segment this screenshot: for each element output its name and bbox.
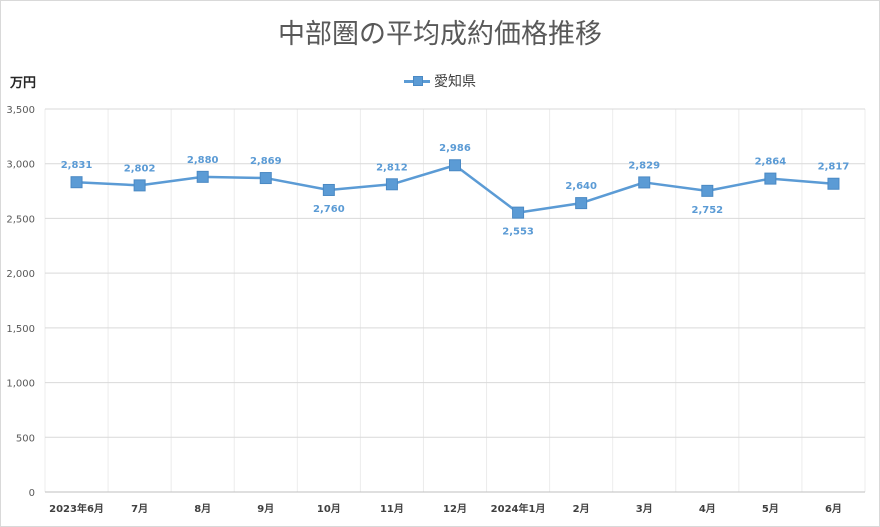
x-tick-label: 9月 [257, 503, 274, 515]
data-point [449, 159, 461, 172]
data-point [259, 172, 272, 185]
legend: 愛知県 [404, 71, 476, 91]
y-tick-label: 1,000 [6, 379, 35, 390]
x-tick-label: 12月 [443, 503, 467, 515]
y-tick-label: 3,000 [6, 160, 35, 171]
data-point [638, 176, 651, 189]
x-tick-label: 2月 [573, 503, 590, 515]
data-point [575, 197, 588, 210]
x-tick-label: 4月 [699, 503, 716, 515]
data-label: 2,760 [313, 204, 345, 215]
data-point [701, 184, 714, 197]
x-tick-label: 3月 [636, 503, 653, 515]
x-tick-label: 8月 [194, 503, 211, 515]
data-point [322, 183, 335, 196]
x-tick-label: 6月 [825, 503, 842, 515]
y-tick-label: 500 [16, 433, 35, 444]
x-tick-label: 5月 [762, 503, 779, 515]
y-tick-label: 0 [29, 488, 35, 499]
y-tick-label: 2,000 [6, 269, 35, 280]
data-point [827, 177, 840, 190]
data-label: 2,864 [755, 157, 787, 168]
data-label: 2,640 [565, 181, 597, 192]
y-tick-label: 2,500 [6, 214, 35, 225]
data-label: 2,880 [187, 155, 219, 166]
data-label: 2,829 [628, 160, 660, 171]
x-tick-label: 10月 [317, 503, 341, 515]
y-tick-label: 1,500 [6, 324, 35, 335]
y-axis-unit-label: 万円 [10, 76, 37, 91]
data-point [70, 176, 83, 189]
data-label: 2,802 [124, 163, 156, 174]
data-label: 2,986 [439, 143, 471, 154]
data-point [196, 170, 209, 183]
data-point [385, 178, 398, 191]
data-point [764, 172, 777, 185]
x-tick-label: 2023年6月 [49, 502, 104, 515]
data-point [512, 206, 525, 219]
data-label: 2,817 [818, 162, 850, 173]
x-tick-label: 2024年1月 [491, 502, 546, 515]
data-label: 2,869 [250, 156, 282, 167]
y-tick-label: 3,500 [6, 105, 35, 116]
x-tick-label: 11月 [380, 503, 404, 515]
data-point [133, 179, 146, 192]
data-label: 2,831 [61, 160, 93, 171]
legend-label: 愛知県 [434, 74, 476, 90]
chart-title: 中部圏の平均成約価格推移 [278, 19, 602, 50]
data-label: 2,812 [376, 162, 408, 173]
legend-swatch [404, 76, 430, 86]
data-label: 2,752 [691, 205, 723, 216]
x-tick-label: 7月 [131, 503, 148, 515]
data-label: 2,553 [502, 227, 534, 238]
